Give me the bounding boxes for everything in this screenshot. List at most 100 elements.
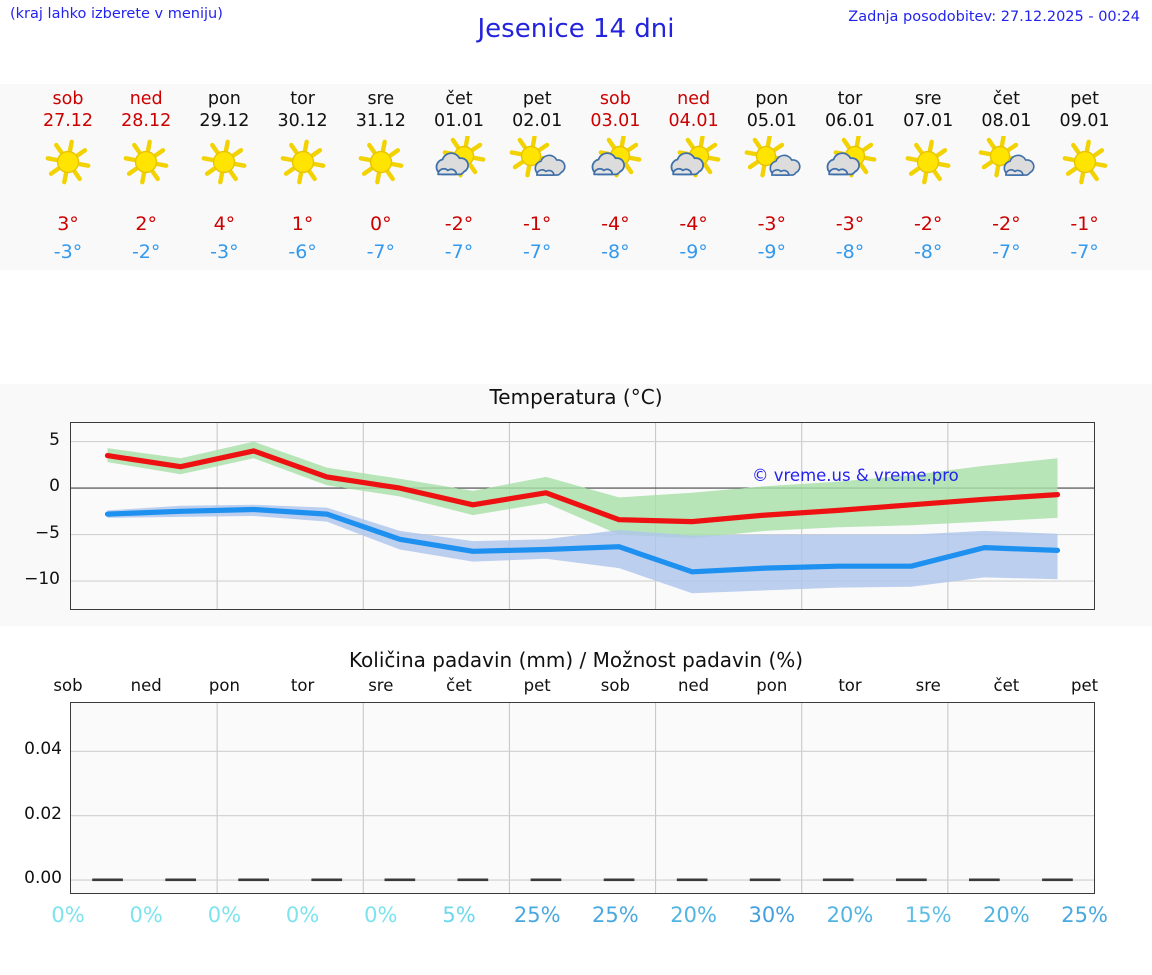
- day-max-temp: -3°: [835, 213, 865, 235]
- day-date-label: 03.01: [590, 111, 641, 131]
- precipitation-svg: [71, 703, 1094, 893]
- day-date-label: 28.12: [121, 111, 172, 131]
- daily-forecast-strip: sob 27.12 3° -3° ned 28.12 2° -2° pon 29.12 4° -3° t…: [0, 84, 1152, 270]
- day-of-week-label: pet: [522, 89, 552, 109]
- day-column[interactable]: sre 07.01 -2° -8°: [889, 84, 967, 270]
- day-date-label: 09.01: [1059, 111, 1110, 131]
- day-column[interactable]: ned 28.12 2° -2°: [107, 84, 185, 270]
- sun-icon: [342, 136, 420, 192]
- day-max-temp: -2°: [992, 213, 1021, 235]
- day-of-week-label: sre: [914, 89, 942, 109]
- day-date-label: 29.12: [199, 111, 250, 131]
- page-title: Jesenice 14 dni: [477, 14, 675, 44]
- precipitation-probability-label: 0%: [207, 903, 242, 927]
- day-of-week-label: sre: [367, 89, 395, 109]
- day-max-temp: -3°: [757, 213, 787, 235]
- temperature-y-tick-label: 0: [49, 476, 60, 497]
- precipitation-probability-label: 0%: [285, 903, 320, 927]
- day-date-label: 31.12: [355, 111, 406, 131]
- sun-icon: [29, 136, 107, 192]
- precipitation-day-label: pet: [523, 676, 551, 695]
- sun-cloud-left-icon: [811, 136, 889, 192]
- day-date-label: 02.01: [512, 111, 563, 131]
- precipitation-probability-label: 15%: [904, 903, 952, 927]
- precipitation-probability-label: 20%: [826, 903, 874, 927]
- day-column[interactable]: pet 02.01 -1° -7°: [498, 84, 576, 270]
- day-date-label: 30.12: [277, 111, 328, 131]
- precipitation-y-tick-label: 0.02: [24, 803, 62, 824]
- day-column[interactable]: sob 27.12 3° -3°: [29, 84, 107, 270]
- precipitation-day-label: tor: [290, 676, 315, 695]
- day-column[interactable]: pon 05.01 -3° -9°: [733, 84, 811, 270]
- precipitation-probability-label: 25%: [513, 903, 561, 927]
- day-min-temp: -7°: [522, 241, 552, 263]
- day-of-week-label: tor: [837, 89, 863, 109]
- day-min-temp: -7°: [1070, 241, 1099, 263]
- day-column[interactable]: tor 30.12 1° -6°: [264, 84, 342, 270]
- sun-cloud-left-icon: [420, 136, 498, 192]
- day-max-temp: -1°: [1070, 213, 1099, 235]
- sun-icon: [1046, 136, 1124, 192]
- day-date-label: 06.01: [824, 111, 876, 131]
- day-max-temp: -2°: [444, 213, 474, 235]
- menu-hint-link[interactable]: (kraj lahko izberete v meniju): [10, 6, 223, 22]
- day-max-temp: 4°: [213, 213, 236, 235]
- day-of-week-label: pon: [755, 89, 789, 109]
- day-min-temp: -7°: [992, 241, 1021, 263]
- day-max-temp: -4°: [601, 213, 630, 235]
- day-column[interactable]: pet 09.01 -1° -7°: [1046, 84, 1124, 270]
- day-date-label: 07.01: [903, 111, 954, 131]
- precipitation-day-label: ned: [678, 676, 710, 695]
- day-of-week-label: tor: [290, 89, 315, 109]
- precipitation-day-label: sob: [600, 676, 630, 695]
- precipitation-plot-area: [70, 702, 1095, 894]
- precipitation-probability-label: 5%: [442, 903, 476, 927]
- temperature-svg: [71, 423, 1094, 609]
- day-min-temp: -8°: [835, 241, 865, 263]
- day-min-temp: -6°: [288, 241, 317, 263]
- precipitation-probability-label: 0%: [129, 903, 163, 927]
- temperature-plot-area: [70, 422, 1095, 610]
- copyright-label: © vreme.us & vreme.pro: [752, 466, 959, 485]
- day-max-temp: 1°: [291, 213, 314, 235]
- day-column[interactable]: tor 06.01 -3° -8°: [811, 84, 889, 270]
- day-column[interactable]: čet 01.01 -2° -7°: [420, 84, 498, 270]
- day-column[interactable]: pon 29.12 4° -3°: [185, 84, 263, 270]
- day-of-week-label: ned: [129, 89, 163, 109]
- precipitation-day-label: čet: [446, 676, 472, 695]
- day-column[interactable]: sob 03.01 -4° -8°: [576, 84, 654, 270]
- temperature-y-tick-label: −10: [24, 569, 60, 590]
- day-max-temp: 3°: [57, 213, 79, 235]
- precipitation-probability-label: 0%: [364, 903, 398, 927]
- last-updated-label: Zadnja posodobitev: 27.12.2025 - 00:24: [848, 9, 1140, 25]
- day-column[interactable]: ned 04.01 -4° -9°: [655, 84, 733, 270]
- day-column[interactable]: čet 08.01 -2° -7°: [967, 84, 1045, 270]
- precipitation-y-tick-label: 0.04: [24, 739, 62, 760]
- precipitation-probability-label: 30%: [748, 903, 796, 927]
- precipitation-probability-label: 25%: [1061, 903, 1108, 927]
- page-header: (kraj lahko izberete v meniju) Jesenice …: [0, 0, 1152, 84]
- day-max-temp: -2°: [913, 213, 943, 235]
- day-min-temp: -8°: [913, 241, 943, 263]
- day-of-week-label: pon: [207, 89, 241, 109]
- precipitation-probability-label: 20%: [670, 903, 717, 927]
- sun-cloud-right-icon: [733, 136, 811, 192]
- precipitation-day-label: čet: [993, 676, 1020, 695]
- sun-cloud-left-icon: [655, 136, 733, 192]
- day-max-temp: 0°: [370, 213, 392, 235]
- day-column[interactable]: sre 31.12 0° -7°: [342, 84, 420, 270]
- day-min-temp: -7°: [366, 241, 396, 263]
- day-date-label: 01.01: [433, 111, 485, 131]
- precipitation-probability-label: 0%: [51, 903, 85, 927]
- precipitation-day-label: ned: [130, 676, 162, 695]
- temperature-y-tick-label: −5: [34, 522, 60, 543]
- sun-cloud-right-icon: [967, 136, 1045, 192]
- day-max-temp: -4°: [679, 213, 708, 235]
- day-date-label: 27.12: [42, 111, 94, 131]
- precipitation-day-label: pon: [756, 676, 788, 695]
- day-of-week-label: čet: [992, 89, 1021, 109]
- day-max-temp: 2°: [135, 213, 157, 235]
- precipitation-day-label: pon: [208, 676, 240, 695]
- day-of-week-label: sob: [599, 89, 631, 109]
